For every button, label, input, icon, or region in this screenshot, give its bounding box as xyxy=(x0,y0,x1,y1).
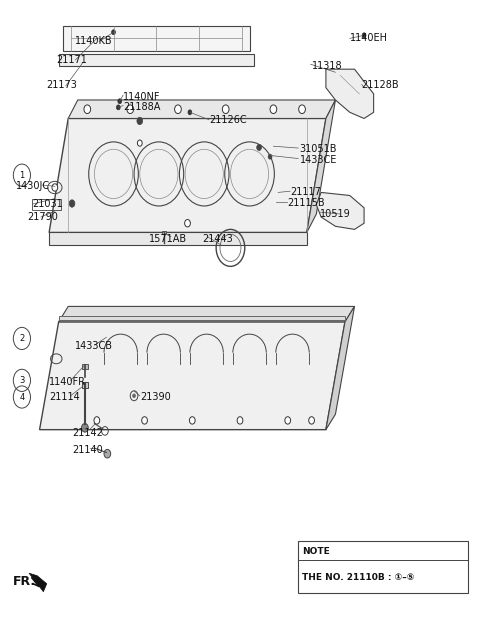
Circle shape xyxy=(309,417,314,424)
Bar xyxy=(298,540,468,593)
Polygon shape xyxy=(49,118,326,233)
Circle shape xyxy=(52,184,58,191)
Bar xyxy=(33,199,61,210)
Text: 1433CE: 1433CE xyxy=(300,155,337,165)
Text: 21126C: 21126C xyxy=(209,115,247,124)
Bar xyxy=(162,232,166,235)
Circle shape xyxy=(299,105,305,113)
Polygon shape xyxy=(316,193,364,230)
Polygon shape xyxy=(59,316,345,320)
Text: 21188A: 21188A xyxy=(123,102,160,113)
Text: 21790: 21790 xyxy=(28,212,59,222)
Circle shape xyxy=(190,417,195,424)
Text: 31051B: 31051B xyxy=(300,144,337,154)
Text: 21114: 21114 xyxy=(49,392,80,402)
Circle shape xyxy=(268,154,272,159)
Text: 21128B: 21128B xyxy=(362,80,399,90)
Text: 1140FR: 1140FR xyxy=(49,377,86,387)
Text: 1140KB: 1140KB xyxy=(75,37,113,46)
Text: 21443: 21443 xyxy=(202,233,233,244)
Circle shape xyxy=(237,417,243,424)
Circle shape xyxy=(137,117,143,124)
Circle shape xyxy=(270,105,277,113)
Text: 2: 2 xyxy=(19,334,24,343)
Circle shape xyxy=(104,449,111,458)
Bar xyxy=(82,381,88,387)
Circle shape xyxy=(137,140,142,146)
Text: 21117: 21117 xyxy=(290,188,321,197)
Circle shape xyxy=(132,394,135,397)
Circle shape xyxy=(362,33,366,38)
Circle shape xyxy=(116,105,120,110)
Text: 1140NF: 1140NF xyxy=(123,92,161,102)
Circle shape xyxy=(112,30,116,35)
Text: 21171: 21171 xyxy=(56,55,87,65)
Polygon shape xyxy=(68,100,336,118)
Text: 21031: 21031 xyxy=(33,199,63,209)
Text: 21115B: 21115B xyxy=(287,198,324,208)
Text: 1430JC: 1430JC xyxy=(16,181,50,191)
Text: 21142: 21142 xyxy=(72,428,103,438)
Polygon shape xyxy=(59,54,254,66)
Polygon shape xyxy=(63,26,250,51)
Circle shape xyxy=(142,417,147,424)
Text: 1433CB: 1433CB xyxy=(75,342,113,352)
Text: 3: 3 xyxy=(19,376,24,385)
Text: 1: 1 xyxy=(19,171,24,180)
Polygon shape xyxy=(59,306,355,322)
Circle shape xyxy=(175,105,181,113)
Circle shape xyxy=(69,200,75,207)
Polygon shape xyxy=(307,100,336,233)
Polygon shape xyxy=(39,322,345,430)
Text: 1140EH: 1140EH xyxy=(350,33,388,43)
Text: 1571AB: 1571AB xyxy=(149,233,188,244)
Text: 21173: 21173 xyxy=(47,80,78,90)
Polygon shape xyxy=(326,69,373,118)
Polygon shape xyxy=(49,233,307,245)
Text: 11318: 11318 xyxy=(312,61,342,71)
Circle shape xyxy=(188,110,192,115)
Text: NOTE: NOTE xyxy=(302,547,330,556)
Circle shape xyxy=(222,105,229,113)
Polygon shape xyxy=(29,573,47,592)
Text: 21140: 21140 xyxy=(72,445,103,455)
Circle shape xyxy=(127,105,133,113)
Text: 21390: 21390 xyxy=(140,392,170,402)
Text: FR.: FR. xyxy=(13,576,36,589)
Circle shape xyxy=(185,220,191,227)
Polygon shape xyxy=(326,306,355,430)
Text: THE NO. 21110B : ①–⑤: THE NO. 21110B : ①–⑤ xyxy=(302,573,414,582)
Circle shape xyxy=(257,144,262,150)
Bar xyxy=(82,364,88,369)
Circle shape xyxy=(84,105,91,113)
Text: 4: 4 xyxy=(19,392,24,402)
Circle shape xyxy=(118,99,121,103)
Circle shape xyxy=(285,417,290,424)
Text: 10519: 10519 xyxy=(320,209,351,219)
Circle shape xyxy=(82,423,88,432)
Circle shape xyxy=(94,417,100,424)
